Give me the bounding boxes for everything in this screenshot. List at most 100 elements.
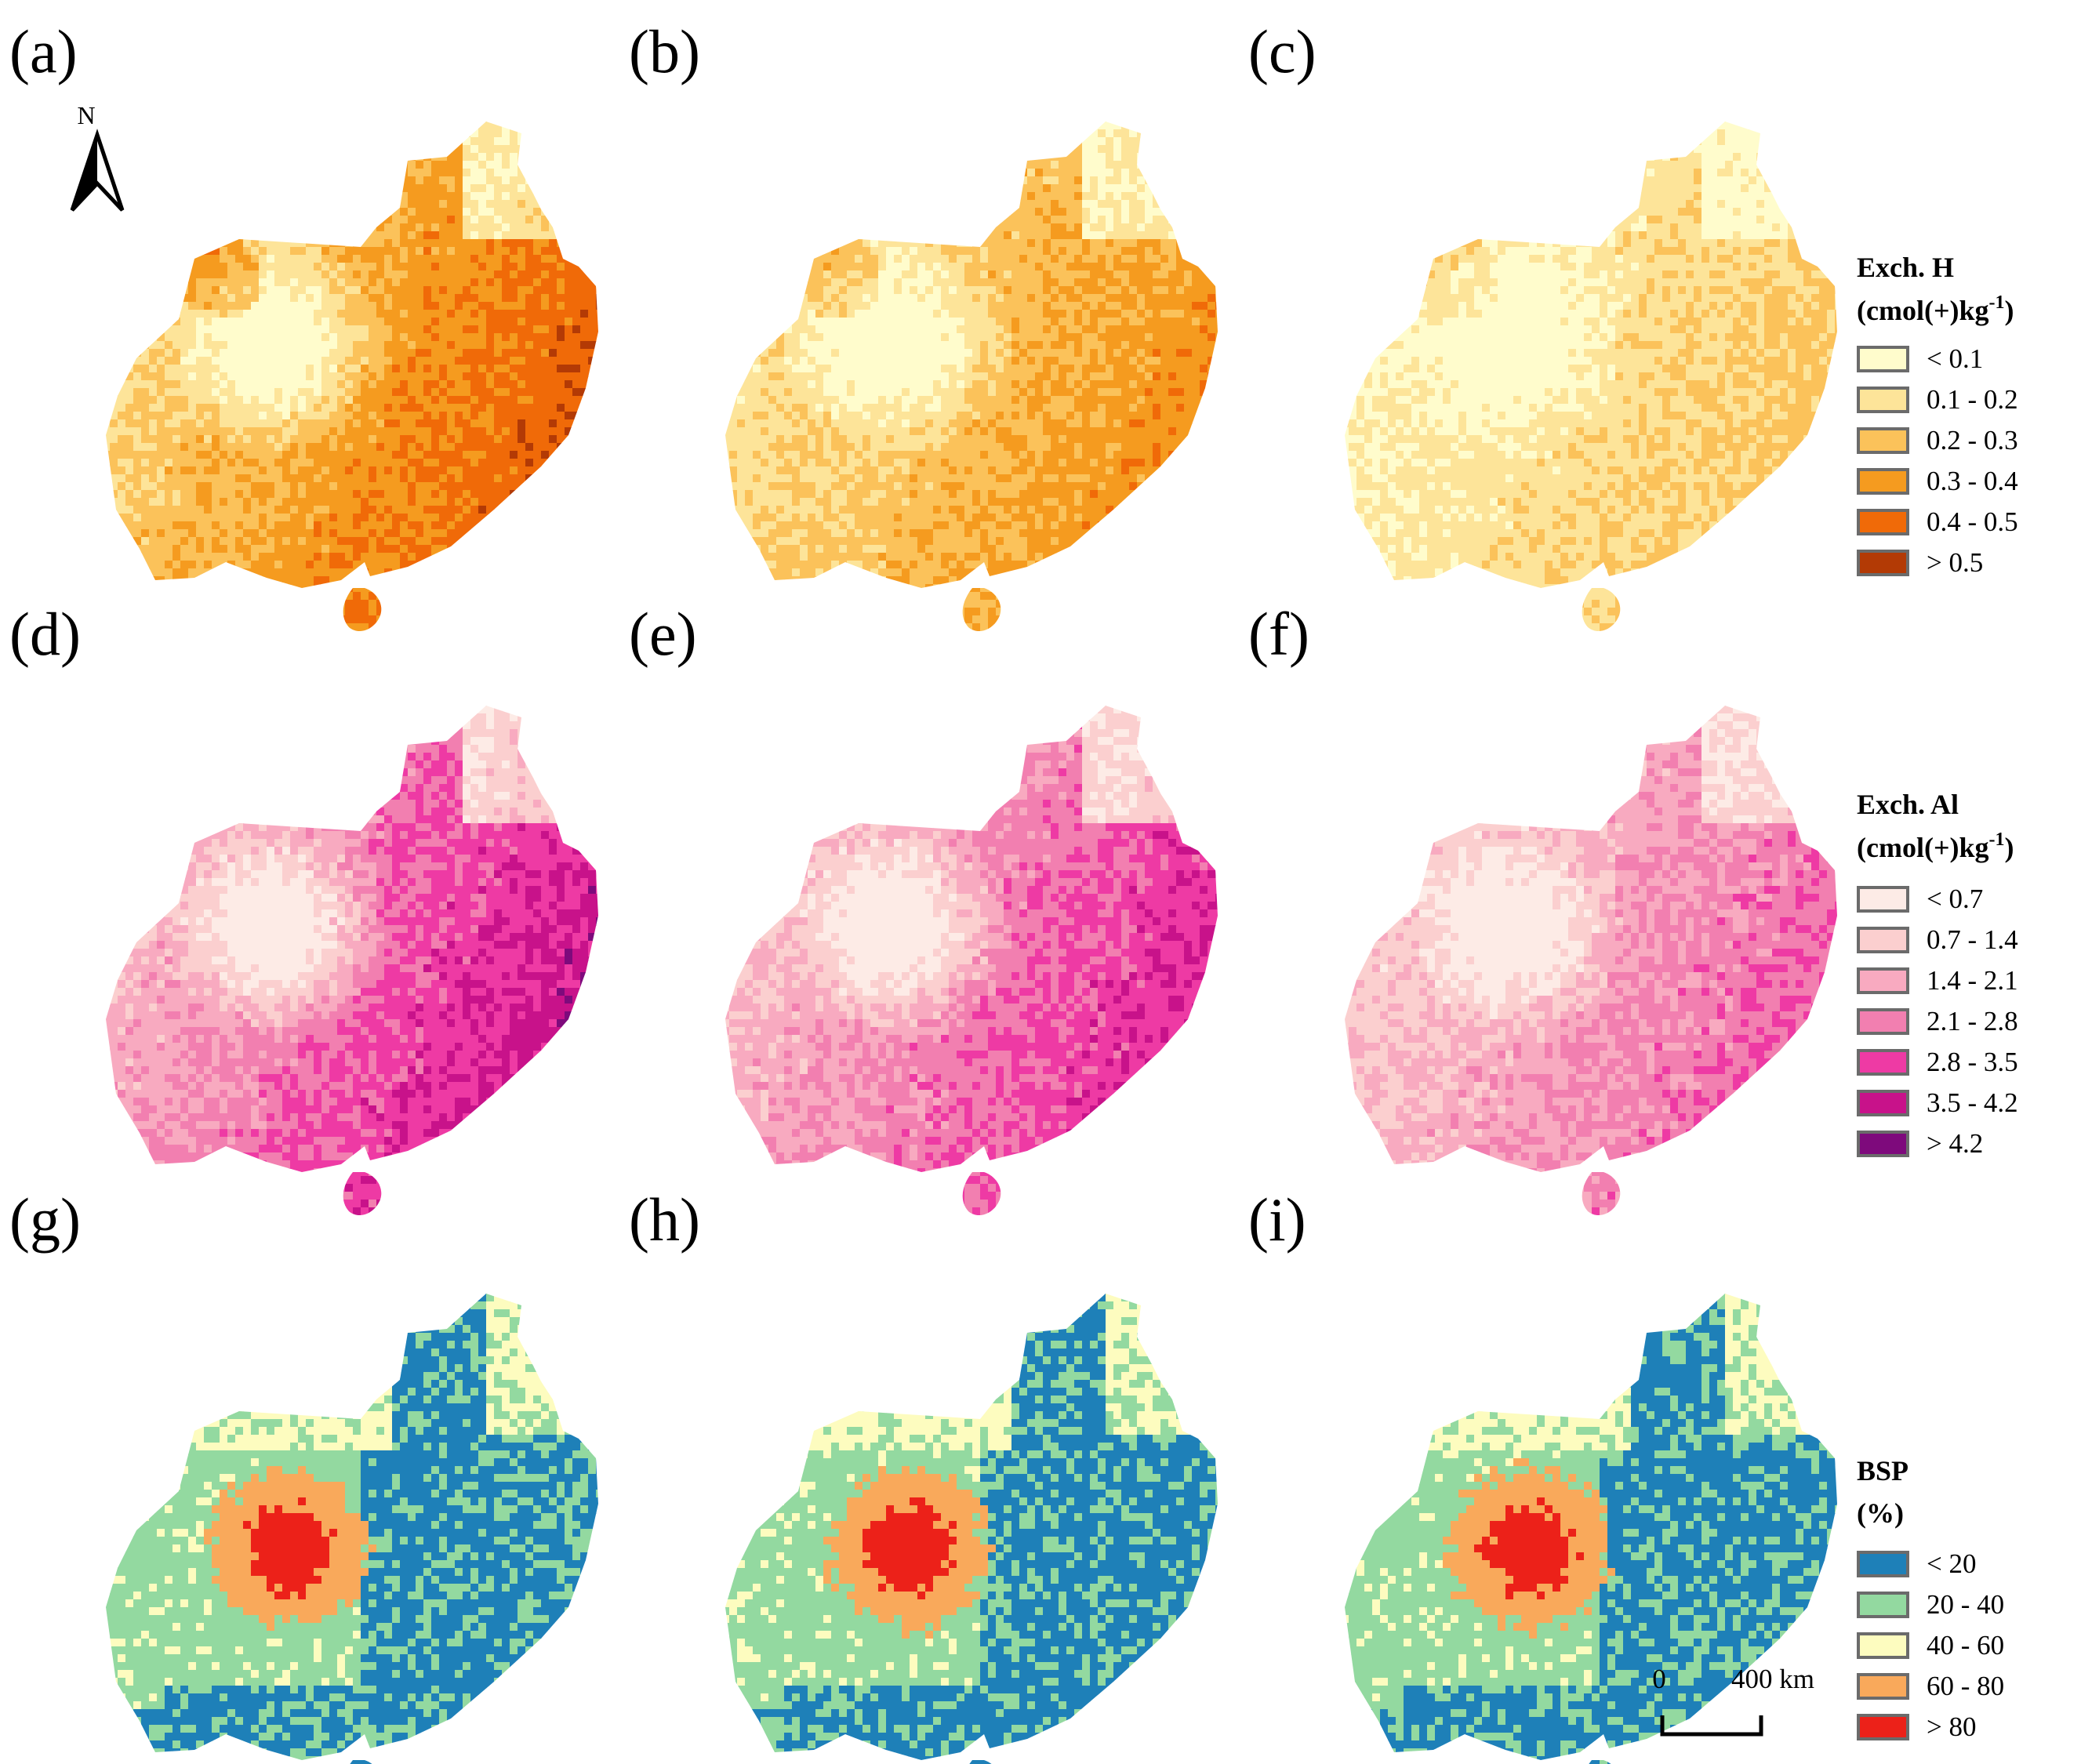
map-cell xyxy=(549,161,557,169)
map-cell xyxy=(447,145,456,154)
map-cell xyxy=(361,490,369,499)
map-cell xyxy=(580,145,589,154)
map-cell xyxy=(180,427,189,436)
map-cell xyxy=(337,529,346,538)
map-cell xyxy=(1113,169,1122,177)
map-cell xyxy=(447,545,456,554)
map-cell xyxy=(815,122,824,130)
map-cell xyxy=(588,153,597,162)
map-cell xyxy=(392,427,401,436)
map-cell xyxy=(133,521,142,530)
map-cell xyxy=(361,223,369,232)
map-cell xyxy=(455,357,463,365)
map-cell xyxy=(541,404,550,412)
map-cell xyxy=(463,278,471,287)
map-cell xyxy=(298,537,307,546)
map-cell xyxy=(125,490,134,499)
map-cell xyxy=(1019,129,1028,138)
map-cell xyxy=(408,208,416,216)
map-cell xyxy=(149,553,158,561)
map-cell xyxy=(314,184,322,193)
map-cell xyxy=(431,223,440,232)
map-cell xyxy=(220,137,228,146)
map-cell xyxy=(361,514,369,522)
map-cell xyxy=(463,161,471,169)
map-cell xyxy=(118,631,126,632)
map-cell xyxy=(416,263,424,271)
map-cell xyxy=(251,576,260,585)
map-cell xyxy=(533,608,542,616)
map-cell xyxy=(321,419,330,428)
map-cell xyxy=(549,498,557,506)
map-cell xyxy=(1113,161,1122,169)
map-cell xyxy=(118,184,126,193)
map-cell xyxy=(572,192,581,201)
map-cell xyxy=(400,592,409,601)
map-cell xyxy=(596,514,598,522)
map-cell xyxy=(470,514,479,522)
map-cell xyxy=(314,192,322,201)
map-cell xyxy=(141,584,150,593)
map-cell xyxy=(533,380,542,389)
map-cell xyxy=(408,270,416,279)
map-cell xyxy=(196,419,205,428)
map-cell xyxy=(267,466,275,475)
map-cell xyxy=(384,302,393,310)
map-cell xyxy=(204,537,212,546)
map-cell xyxy=(353,176,361,185)
map-cell xyxy=(196,114,205,122)
map-cell xyxy=(204,521,212,530)
map-cell xyxy=(1145,145,1153,154)
map-cell xyxy=(400,153,409,162)
map-cell xyxy=(180,396,189,405)
map-cell xyxy=(157,239,165,248)
map-cell xyxy=(604,176,612,185)
map-cell xyxy=(510,310,518,318)
map-cell xyxy=(572,270,581,279)
map-cell xyxy=(376,404,385,412)
map-cell xyxy=(431,435,440,444)
map-cell xyxy=(737,129,746,138)
map-cell xyxy=(964,153,973,162)
map-cell xyxy=(439,349,448,358)
map-cell xyxy=(204,600,212,608)
map-cell xyxy=(290,325,299,334)
map-cell xyxy=(431,396,440,405)
map-cell xyxy=(290,608,299,616)
map-cell xyxy=(423,388,432,397)
map-cell xyxy=(212,514,220,522)
map-cell xyxy=(149,365,158,373)
map-cell xyxy=(478,388,487,397)
map-cell xyxy=(572,231,581,240)
map-cell xyxy=(235,176,244,185)
map-cell xyxy=(408,231,416,240)
map-cell xyxy=(1011,129,1020,138)
map-cell xyxy=(565,200,573,209)
map-cell xyxy=(455,615,463,624)
map-cell xyxy=(447,529,456,538)
map-cell xyxy=(361,482,369,491)
map-cell xyxy=(133,263,142,271)
map-cell xyxy=(392,200,401,209)
map-cell xyxy=(423,568,432,577)
map-cell xyxy=(400,122,409,130)
map-cell xyxy=(416,372,424,381)
map-cell xyxy=(188,286,197,295)
map-cell xyxy=(525,192,534,201)
map-cell xyxy=(267,529,275,538)
map-cell xyxy=(470,412,479,420)
map-cell xyxy=(329,615,338,624)
map-cell xyxy=(580,278,589,287)
map-cell xyxy=(227,435,236,444)
map-cell xyxy=(463,553,471,561)
map-cell xyxy=(447,514,456,522)
map-cell xyxy=(416,200,424,209)
map-cell xyxy=(572,114,581,122)
map-cell xyxy=(1106,145,1114,154)
map-cell xyxy=(455,302,463,310)
map-cell xyxy=(106,490,111,499)
map-cell xyxy=(235,412,244,420)
map-cell xyxy=(494,231,503,240)
map-cell xyxy=(251,341,260,350)
map-cell xyxy=(439,592,448,601)
